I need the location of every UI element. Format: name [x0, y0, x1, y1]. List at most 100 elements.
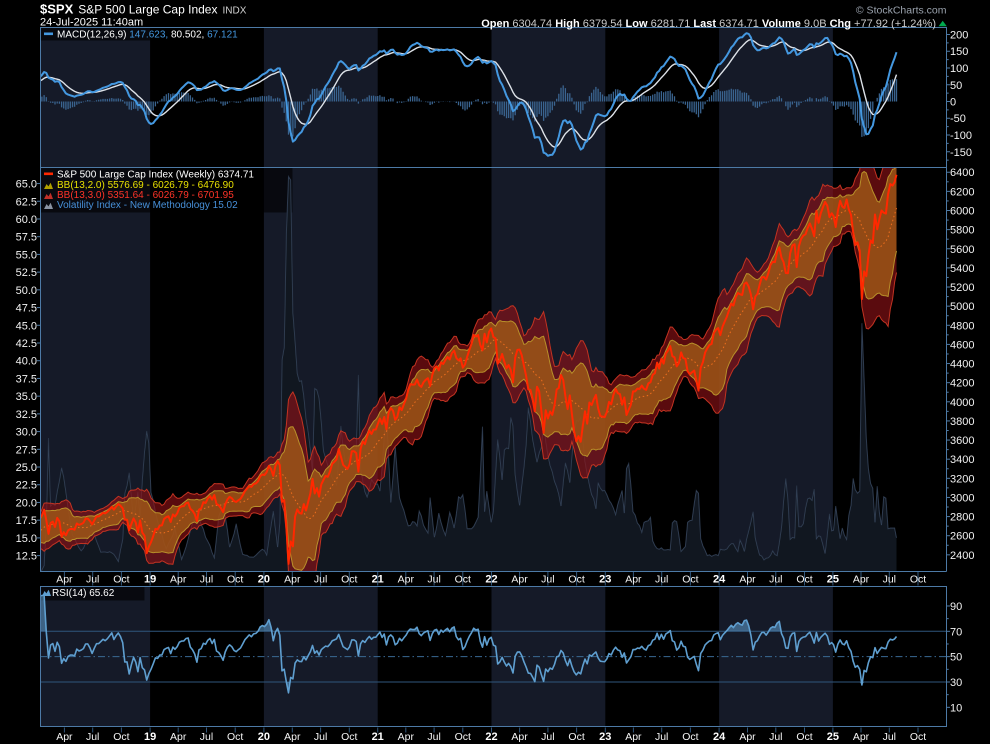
svg-text:Jul: Jul: [769, 731, 782, 743]
svg-text:21: 21: [372, 574, 384, 586]
svg-text:4800: 4800: [950, 320, 974, 332]
svg-text:3400: 3400: [950, 454, 974, 466]
svg-text:-50: -50: [950, 113, 966, 125]
svg-text:Jul: Jul: [655, 574, 668, 586]
svg-text:42.5: 42.5: [16, 338, 37, 350]
svg-text:Jul: Jul: [541, 731, 554, 743]
svg-text:27.5: 27.5: [16, 444, 37, 456]
svg-text:Jul: Jul: [655, 731, 668, 743]
svg-text:5400: 5400: [950, 263, 974, 275]
svg-text:35.0: 35.0: [16, 391, 37, 403]
svg-text:24-Jul-2025 11:40am: 24-Jul-2025 11:40am: [40, 17, 143, 29]
svg-text:19: 19: [144, 731, 156, 743]
svg-text:10: 10: [950, 702, 962, 714]
svg-text:Oct: Oct: [341, 574, 357, 586]
svg-text:Jul: Jul: [427, 731, 440, 743]
svg-text:30.0: 30.0: [16, 427, 37, 439]
svg-text:62.5: 62.5: [16, 196, 37, 208]
svg-text:21: 21: [372, 731, 384, 743]
svg-text:19: 19: [144, 574, 156, 586]
svg-text:Apr: Apr: [625, 574, 642, 586]
svg-text:Apr: Apr: [284, 574, 301, 586]
svg-text:22: 22: [485, 731, 497, 743]
svg-text:Apr: Apr: [511, 731, 528, 743]
svg-text:50: 50: [950, 80, 962, 92]
svg-text:Apr: Apr: [511, 574, 528, 586]
svg-text:Oct: Oct: [227, 574, 243, 586]
svg-text:3600: 3600: [950, 435, 974, 447]
svg-text:30: 30: [950, 677, 962, 689]
svg-text:Oct: Oct: [227, 731, 243, 743]
svg-text:© StockCharts.com: © StockCharts.com: [856, 5, 947, 17]
svg-text:50: 50: [950, 652, 962, 664]
svg-text:Jul: Jul: [200, 731, 213, 743]
svg-text:32.5: 32.5: [16, 409, 37, 421]
svg-text:70: 70: [950, 626, 962, 638]
svg-text:2600: 2600: [950, 531, 974, 543]
svg-text:Jul: Jul: [314, 574, 327, 586]
svg-text:57.5: 57.5: [16, 232, 37, 244]
svg-text:3000: 3000: [950, 492, 974, 504]
svg-text:-100: -100: [950, 130, 972, 142]
svg-text:Oct: Oct: [568, 574, 584, 586]
svg-text:Oct: Oct: [455, 574, 471, 586]
svg-text:22: 22: [485, 574, 497, 586]
svg-text:25.0: 25.0: [16, 462, 37, 474]
svg-text:Oct: Oct: [796, 731, 812, 743]
svg-text:Oct: Oct: [455, 731, 471, 743]
svg-text:Jul: Jul: [427, 574, 440, 586]
svg-text:17.5: 17.5: [16, 515, 37, 527]
svg-text:Apr: Apr: [284, 731, 301, 743]
svg-text:-150: -150: [950, 147, 972, 159]
svg-text:25: 25: [827, 574, 839, 586]
svg-text:45.0: 45.0: [16, 320, 37, 332]
svg-text:65.0: 65.0: [16, 179, 37, 191]
svg-text:90: 90: [950, 601, 962, 613]
svg-text:Jul: Jul: [314, 731, 327, 743]
svg-text:5800: 5800: [950, 225, 974, 237]
svg-text:3200: 3200: [950, 473, 974, 485]
svg-text:RSI(14) 65.62: RSI(14) 65.62: [52, 588, 115, 599]
svg-text:Jul: Jul: [541, 574, 554, 586]
svg-text:23: 23: [599, 574, 611, 586]
svg-text:23: 23: [599, 731, 611, 743]
svg-text:100: 100: [950, 63, 968, 75]
svg-text:Oct: Oct: [568, 731, 584, 743]
svg-text:4000: 4000: [950, 397, 974, 409]
svg-text:Open 6304.74 High 6379.54 Lo: Open 6304.74 High 6379.54 Low 6281.71 La…: [481, 18, 936, 30]
svg-text:24: 24: [713, 731, 726, 743]
svg-text:200: 200: [950, 30, 968, 42]
svg-text:4200: 4200: [950, 378, 974, 390]
svg-text:6200: 6200: [950, 186, 974, 198]
svg-text:5200: 5200: [950, 282, 974, 294]
svg-text:BB(13,3.0) 5351.64 - 6026.79 -: BB(13,3.0) 5351.64 - 6026.79 - 6701.95: [57, 190, 234, 201]
svg-text:20: 20: [258, 731, 270, 743]
svg-text:6400: 6400: [950, 167, 974, 179]
svg-text:Apr: Apr: [398, 731, 415, 743]
svg-text:Apr: Apr: [739, 574, 756, 586]
svg-text:BB(13,2.0) 5576.69 - 6026.79 -: BB(13,2.0) 5576.69 - 6026.79 - 6476.90: [57, 180, 234, 191]
svg-text:4400: 4400: [950, 359, 974, 371]
svg-text:2800: 2800: [950, 512, 974, 524]
svg-text:Oct: Oct: [341, 731, 357, 743]
svg-text:15.0: 15.0: [16, 533, 37, 545]
svg-text:Jul: Jul: [200, 574, 213, 586]
svg-text:Apr: Apr: [853, 574, 870, 586]
svg-text:Oct: Oct: [682, 731, 698, 743]
svg-text:37.5: 37.5: [16, 373, 37, 385]
svg-text:150: 150: [950, 46, 968, 58]
svg-text:5000: 5000: [950, 301, 974, 313]
svg-text:3800: 3800: [950, 416, 974, 428]
svg-text:Apr: Apr: [739, 731, 756, 743]
svg-text:50.0: 50.0: [16, 285, 37, 297]
svg-text:Jul: Jul: [86, 574, 99, 586]
svg-text:Jul: Jul: [883, 731, 896, 743]
svg-text:40.0: 40.0: [16, 356, 37, 368]
svg-text:22.5: 22.5: [16, 480, 37, 492]
svg-text:MACD(12,26,9) 147.623, 80.502,: MACD(12,26,9) 147.623, 80.502, 67.121: [57, 30, 238, 41]
svg-text:S&P 500 Large Cap Index (Weekl: S&P 500 Large Cap Index (Weekly) 6374.71: [57, 170, 254, 181]
svg-text:Apr: Apr: [853, 731, 870, 743]
svg-text:25: 25: [827, 731, 839, 743]
svg-text:Jul: Jul: [86, 731, 99, 743]
